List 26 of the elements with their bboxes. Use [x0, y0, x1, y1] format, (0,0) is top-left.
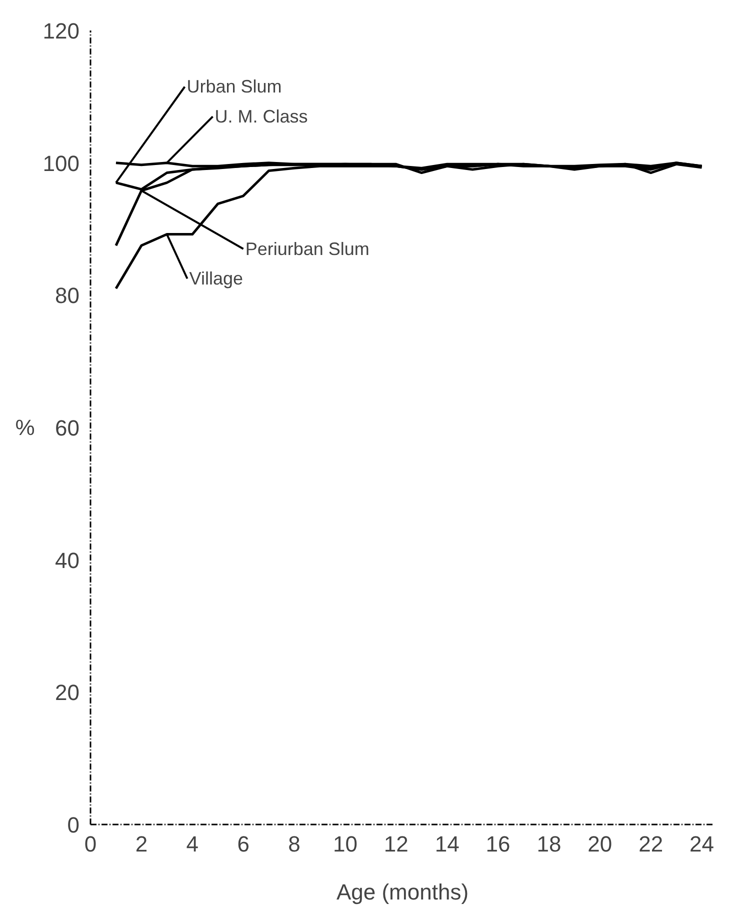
x-tick-label: 22 — [638, 832, 664, 856]
series-label: Village — [189, 268, 243, 289]
text: Urban Slum — [186, 76, 282, 97]
x-tick-label: 2 — [135, 832, 148, 856]
y-tick-label: 0 — [67, 812, 80, 838]
y-tick-label: 80 — [55, 283, 80, 308]
x-tick-label: 4 — [186, 832, 199, 856]
x-tick-label: 10 — [332, 832, 358, 856]
y-tick-label: 40 — [55, 548, 80, 573]
y-axis-title: % — [15, 415, 35, 440]
y-tick-label: 60 — [55, 416, 80, 440]
x-tick-label: 14 — [434, 832, 460, 856]
y-tick-label: 100 — [42, 150, 80, 176]
x-tick-label: 24 — [690, 832, 714, 856]
y-tick-label: 120 — [42, 18, 80, 44]
x-tick-label: 8 — [288, 832, 300, 856]
text: Periurban Slum — [245, 238, 370, 259]
x-tick-label: 20 — [588, 832, 612, 856]
x-tick-label: 6 — [237, 832, 250, 856]
x-tick-label: 0 — [84, 832, 97, 856]
x-tick-label: 16 — [486, 832, 510, 856]
x-tick-label: 18 — [536, 832, 562, 856]
x-axis-title: Age (months) — [336, 880, 469, 904]
y-tick-label: 20 — [55, 680, 80, 706]
x-tick-label: 12 — [384, 832, 408, 856]
text: U. M. Class — [214, 106, 308, 127]
